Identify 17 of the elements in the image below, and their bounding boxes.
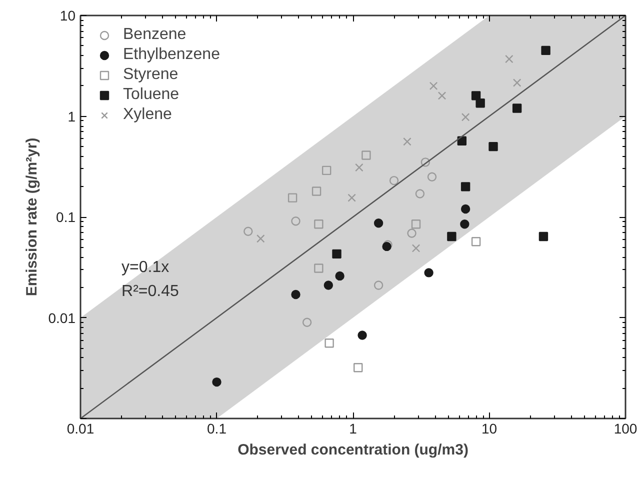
annotation: R²=0.45 [122, 282, 179, 300]
legend-label: Benzene [123, 26, 186, 44]
legend-label: Ethylbenzene [123, 46, 220, 64]
x-axis-title: Observed concentration (ug/m3) [238, 442, 468, 458]
y-tick-label: 10 [60, 8, 76, 24]
y-axis-title: Emission rate (g/m²yr) [23, 138, 40, 296]
legend-label: Styrene [123, 66, 178, 84]
x-tick-label: 100 [614, 420, 638, 436]
x-tick-label: 1 [349, 420, 358, 436]
y-tick-label: 0.01 [48, 310, 76, 326]
legend-label: Xylene [123, 106, 172, 124]
y-tick-label: 0.1 [56, 209, 76, 225]
x-tick-label: 10 [481, 420, 498, 436]
legend-label: Toluene [123, 86, 180, 104]
x-tick-label: 0.1 [207, 420, 227, 436]
y-tick-label: 1 [68, 108, 76, 124]
annotation: y=0.1x [122, 258, 170, 276]
